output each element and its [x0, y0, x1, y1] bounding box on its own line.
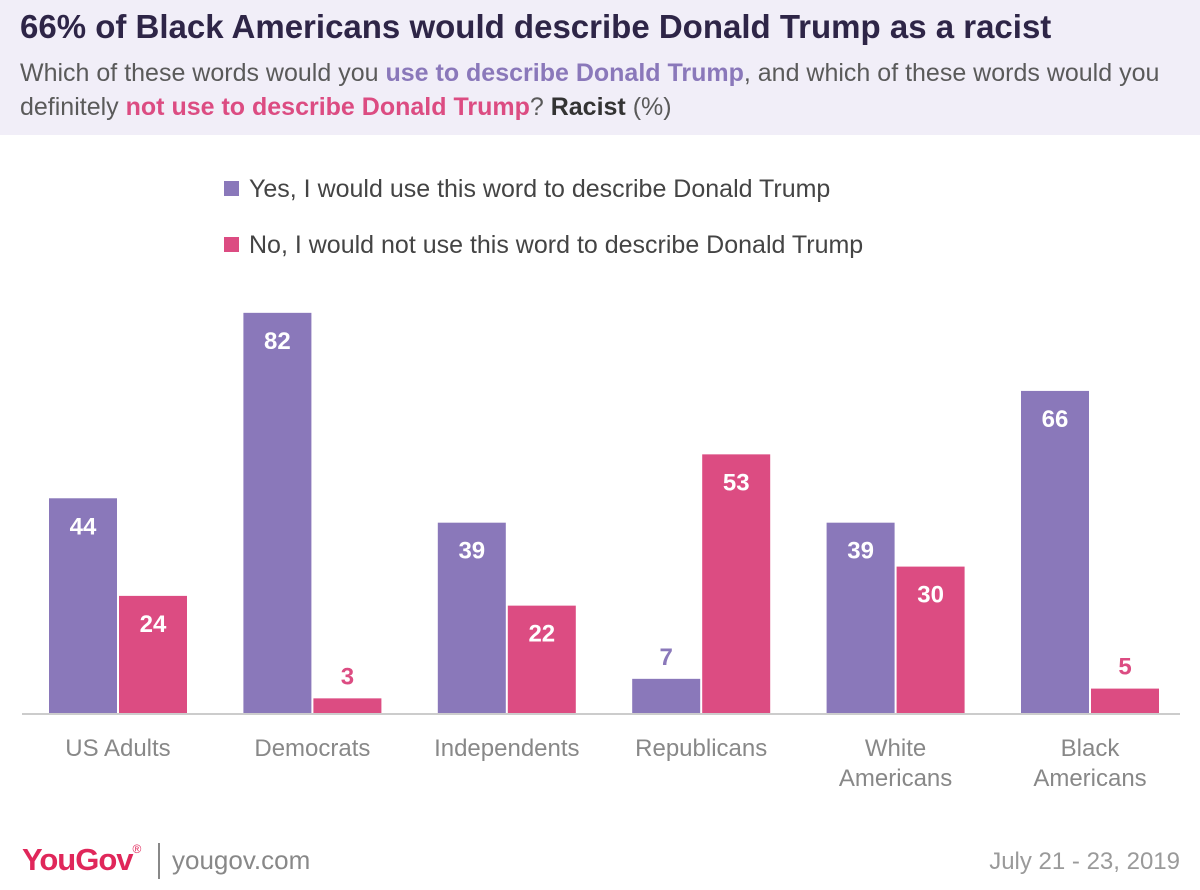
x-tick-label: Independents	[434, 735, 579, 762]
x-tick-label: White	[865, 735, 926, 762]
legend-swatch-no	[224, 237, 239, 252]
chart-title: 66% of Black Americans would describe Do…	[20, 8, 1052, 45]
bar-no	[119, 595, 187, 713]
data-label-yes: 82	[264, 328, 291, 355]
bar-yes	[49, 498, 117, 713]
subtitle-text-2: , and which of these words would you def…	[20, 59, 1160, 121]
data-label-no: 30	[917, 582, 944, 609]
bar-no	[1091, 688, 1159, 713]
footer-divider	[158, 843, 160, 879]
subtitle-text-1: Which of these words would you	[20, 59, 386, 87]
bar-chart: 44 24 US Adults 82 3 Democrats 39 22 Independent…	[22, 312, 1180, 792]
x-tick-label: US Adults	[65, 735, 170, 762]
yougov-logo: YouGov®	[22, 842, 142, 878]
data-label-yes: 7	[660, 644, 673, 671]
bar-yes	[1021, 390, 1089, 713]
bar-no	[313, 698, 382, 713]
subtitle-highlight-no: not use to describe Donald Trump	[125, 93, 530, 121]
bar-yes	[243, 312, 312, 713]
subtitle-text-4: (%)	[625, 93, 672, 121]
data-label-no: 3	[341, 663, 354, 690]
footer-site: yougov.com	[172, 845, 311, 875]
bar-no	[507, 605, 576, 713]
data-label-no: 53	[723, 469, 750, 496]
subtitle-bold-word: Racist	[550, 93, 626, 121]
data-label-no: 22	[528, 621, 555, 648]
bar-yes	[826, 522, 895, 713]
header-band: 66% of Black Americans would describe Do…	[0, 0, 1200, 135]
logo-registered-mark: ®	[132, 842, 142, 856]
chart-legend: Yes, I would use this word to describe D…	[224, 170, 863, 282]
legend-item-no: No, I would not use this word to describ…	[224, 226, 863, 282]
data-label-no: 5	[1118, 654, 1131, 681]
x-tick-label: Americans	[839, 765, 952, 792]
subtitle-highlight-yes: use to describe Donald Trump	[385, 59, 744, 87]
data-label-yes: 44	[70, 513, 97, 540]
legend-item-yes: Yes, I would use this word to describe D…	[224, 170, 863, 226]
logo-text: YouGov	[22, 842, 134, 877]
x-tick-label: Americans	[1033, 765, 1146, 792]
x-tick-label: Democrats	[254, 735, 370, 762]
data-label-no: 24	[140, 611, 167, 638]
bar-no	[702, 454, 771, 713]
legend-label-yes: Yes, I would use this word to describe D…	[249, 175, 831, 203]
data-label-yes: 39	[458, 538, 485, 565]
data-label-yes: 39	[847, 538, 874, 565]
footer-date: July 21 - 23, 2019	[989, 848, 1180, 875]
chart-subtitle: Which of these words would you use to de…	[20, 56, 1180, 124]
bar-yes	[632, 678, 701, 713]
bar-no	[896, 566, 965, 713]
subtitle-text-3: ?	[529, 93, 551, 121]
legend-label-no: No, I would not use this word to describ…	[249, 231, 864, 259]
x-tick-label: Black	[1061, 735, 1121, 762]
legend-swatch-yes	[224, 181, 239, 196]
data-label-yes: 66	[1042, 406, 1069, 433]
bar-yes	[437, 522, 506, 713]
x-tick-label: Republicans	[635, 735, 767, 762]
